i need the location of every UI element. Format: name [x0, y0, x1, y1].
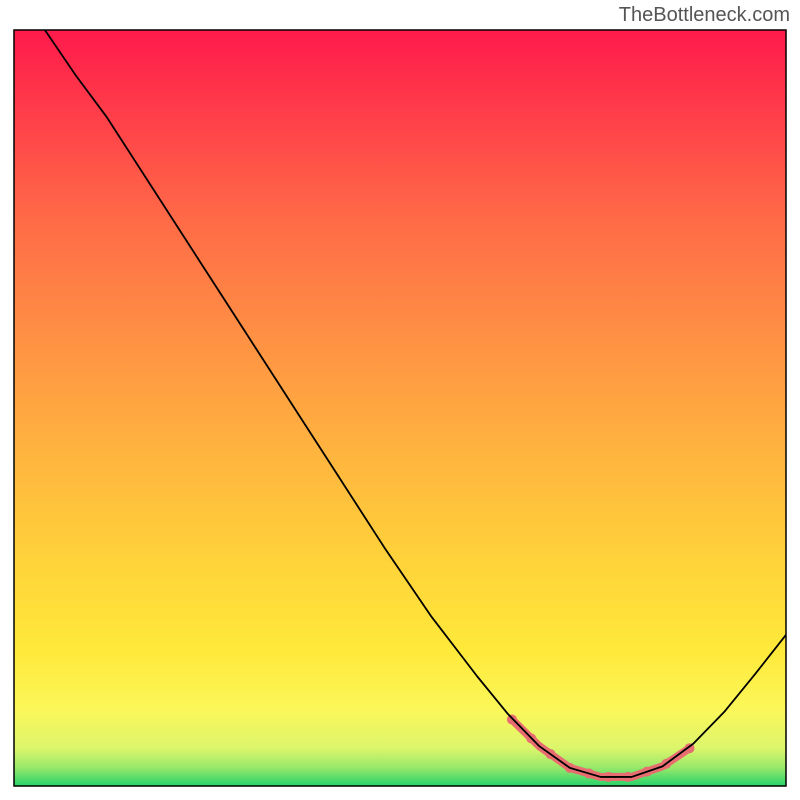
- bottleneck-chart: TheBottleneck.com: [0, 0, 800, 800]
- watermark-text: TheBottleneck.com: [619, 4, 790, 27]
- chart-svg: [0, 0, 800, 800]
- plot-background: [14, 30, 786, 786]
